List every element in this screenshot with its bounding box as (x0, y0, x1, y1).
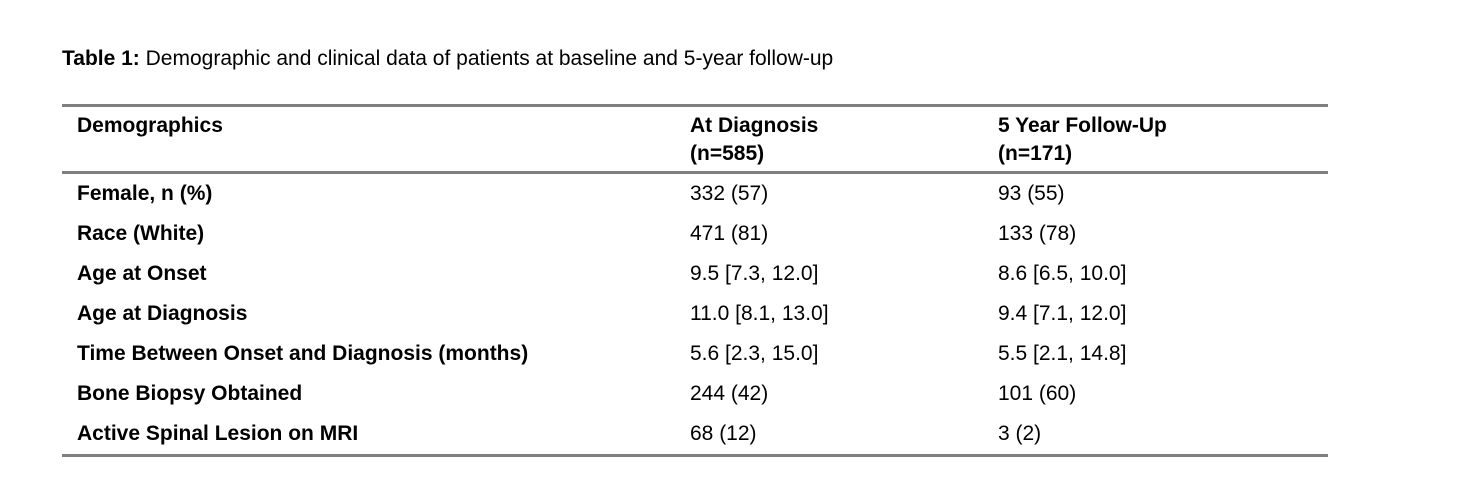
column-header-title: 5 Year Follow-Up (998, 114, 1167, 137)
at-diagnosis-cell: 5.6 [2.3, 15.0] (690, 342, 819, 365)
row-label-cell: Female, n (%) (77, 182, 213, 205)
table-row: Age at Onset 9.5 [7.3, 12.0] 8.6 [6.5, 1… (62, 254, 1328, 294)
column-header-title: At Diagnosis (690, 114, 819, 137)
follow-up-cell: 9.4 [7.1, 12.0] (998, 302, 1127, 325)
table-caption: Table 1: Demographic and clinical data o… (62, 46, 833, 72)
header-row: Demographics At Diagnosis (n=585) 5 Year… (62, 105, 1328, 174)
column-header-subtitle: (n=585) (690, 142, 765, 165)
row-label-cell: Age at Diagnosis (77, 302, 248, 325)
row-label-cell: Age at Onset (77, 262, 207, 285)
at-diagnosis-cell: 68 (12) (690, 422, 757, 445)
follow-up-cell: 3 (2) (998, 422, 1042, 445)
table-row: Active Spinal Lesion on MRI 68 (12) 3 (2… (62, 414, 1328, 456)
column-header-demographics: Demographics (62, 105, 690, 174)
follow-up-cell: 8.6 [6.5, 10.0] (998, 262, 1127, 285)
row-label-cell: Bone Biopsy Obtained (77, 382, 303, 405)
demographics-table: Demographics At Diagnosis (n=585) 5 Year… (62, 104, 1328, 457)
at-diagnosis-cell: 332 (57) (690, 182, 769, 205)
table-row: Race (White) 471 (81) 133 (78) (62, 214, 1328, 254)
follow-up-cell: 133 (78) (998, 222, 1077, 245)
at-diagnosis-cell: 9.5 [7.3, 12.0] (690, 262, 819, 285)
table-row: Time Between Onset and Diagnosis (months… (62, 334, 1328, 374)
follow-up-cell: 101 (60) (998, 382, 1077, 405)
column-header-title: Demographics (77, 114, 223, 137)
column-header-follow-up: 5 Year Follow-Up (n=171) (998, 105, 1328, 174)
column-header-at-diagnosis: At Diagnosis (n=585) (690, 105, 998, 174)
table-row: Age at Diagnosis 11.0 [8.1, 13.0] 9.4 [7… (62, 294, 1328, 334)
row-label-cell: Race (White) (77, 222, 205, 245)
at-diagnosis-cell: 11.0 [8.1, 13.0] (690, 302, 829, 325)
follow-up-cell: 5.5 [2.1, 14.8] (998, 342, 1127, 365)
at-diagnosis-cell: 471 (81) (690, 222, 769, 245)
table-header: Demographics At Diagnosis (n=585) 5 Year… (62, 105, 1328, 174)
table-row: Bone Biopsy Obtained 244 (42) 101 (60) (62, 374, 1328, 414)
column-header-subtitle: (n=171) (998, 142, 1073, 165)
table-row: Female, n (%) 332 (57) 93 (55) (62, 173, 1328, 215)
table-caption-number: Table 1: (62, 47, 140, 70)
at-diagnosis-cell: 244 (42) (690, 382, 769, 405)
table-body: Female, n (%) 332 (57) 93 (55) Race (Whi… (62, 173, 1328, 456)
follow-up-cell: 93 (55) (998, 182, 1065, 205)
row-label-cell: Time Between Onset and Diagnosis (months… (77, 342, 529, 365)
table-caption-text: Demographic and clinical data of patient… (139, 47, 834, 70)
row-label-cell: Active Spinal Lesion on MRI (77, 422, 359, 445)
